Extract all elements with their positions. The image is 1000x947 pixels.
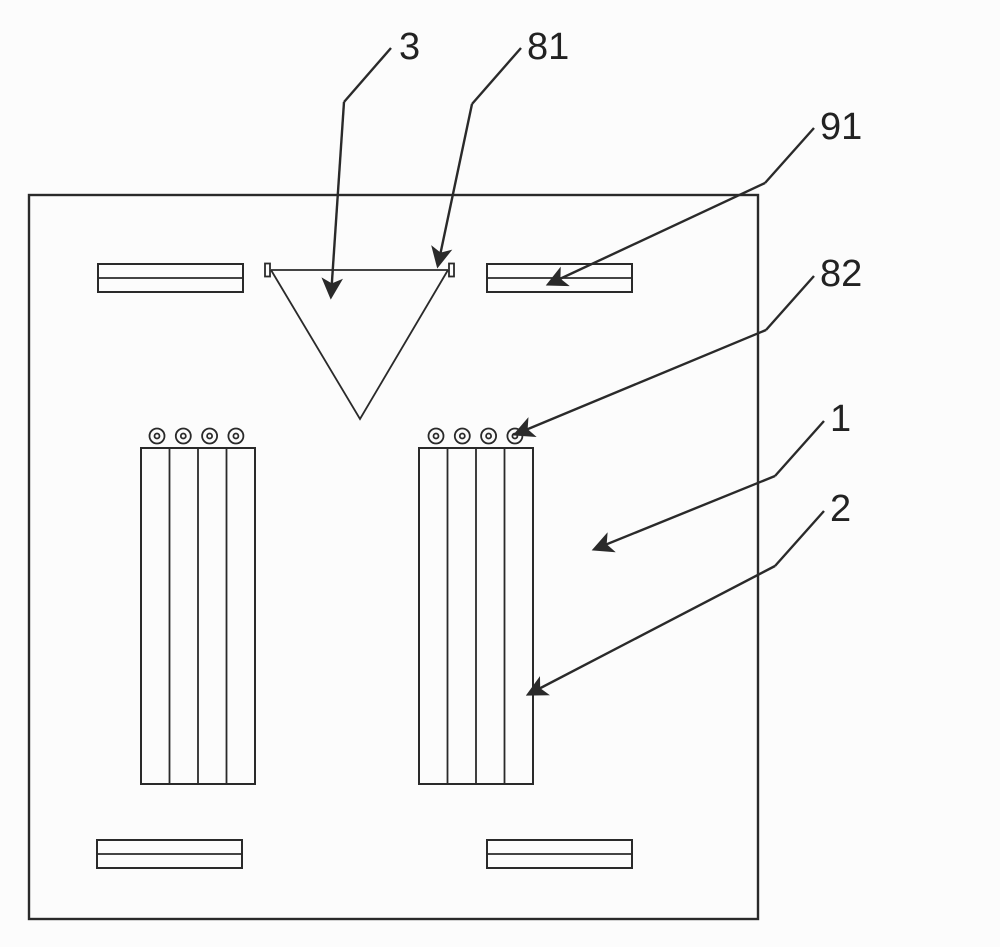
lamp-right-outer (481, 429, 496, 444)
callout-arrow-91 (549, 183, 765, 284)
callout-arrow-81 (438, 104, 472, 265)
callout-arrow-2 (529, 566, 775, 694)
lamp-left-inner (181, 434, 186, 439)
triangle-wire (271, 270, 448, 419)
outer-frame (29, 195, 758, 919)
lamp-right-outer (429, 429, 444, 444)
lamp-left-outer (202, 429, 217, 444)
callout-leader-2 (775, 511, 824, 566)
callout-leader-3 (344, 48, 391, 102)
callout-arrow-3 (331, 102, 344, 296)
lamp-right-inner (434, 434, 439, 439)
lamp-left-outer (176, 429, 191, 444)
callout-arrow-82 (516, 330, 766, 434)
callout-leader-82 (766, 276, 814, 330)
lamp-left-inner (207, 434, 212, 439)
lamp-left-outer (228, 429, 243, 444)
callout-label-3: 3 (399, 26, 420, 69)
callout-label-81: 81 (527, 26, 569, 69)
lamp-left-inner (233, 434, 238, 439)
triangle-tab-left (265, 264, 270, 277)
callout-label-82: 82 (820, 253, 862, 296)
lamp-right-inner (486, 434, 491, 439)
callout-leader-91 (765, 128, 814, 183)
lamp-left-inner (155, 434, 160, 439)
callout-arrow-1 (595, 476, 775, 549)
lamp-right-inner (460, 434, 465, 439)
callout-leader-81 (472, 48, 521, 104)
callout-label-91: 91 (820, 106, 862, 149)
callout-label-2: 2 (830, 488, 851, 531)
callout-leader-1 (775, 421, 824, 476)
lamp-right-outer (507, 429, 522, 444)
lamp-left-outer (150, 429, 165, 444)
lamp-right-outer (455, 429, 470, 444)
triangle-tab-right (449, 264, 454, 277)
callout-label-1: 1 (830, 398, 851, 441)
